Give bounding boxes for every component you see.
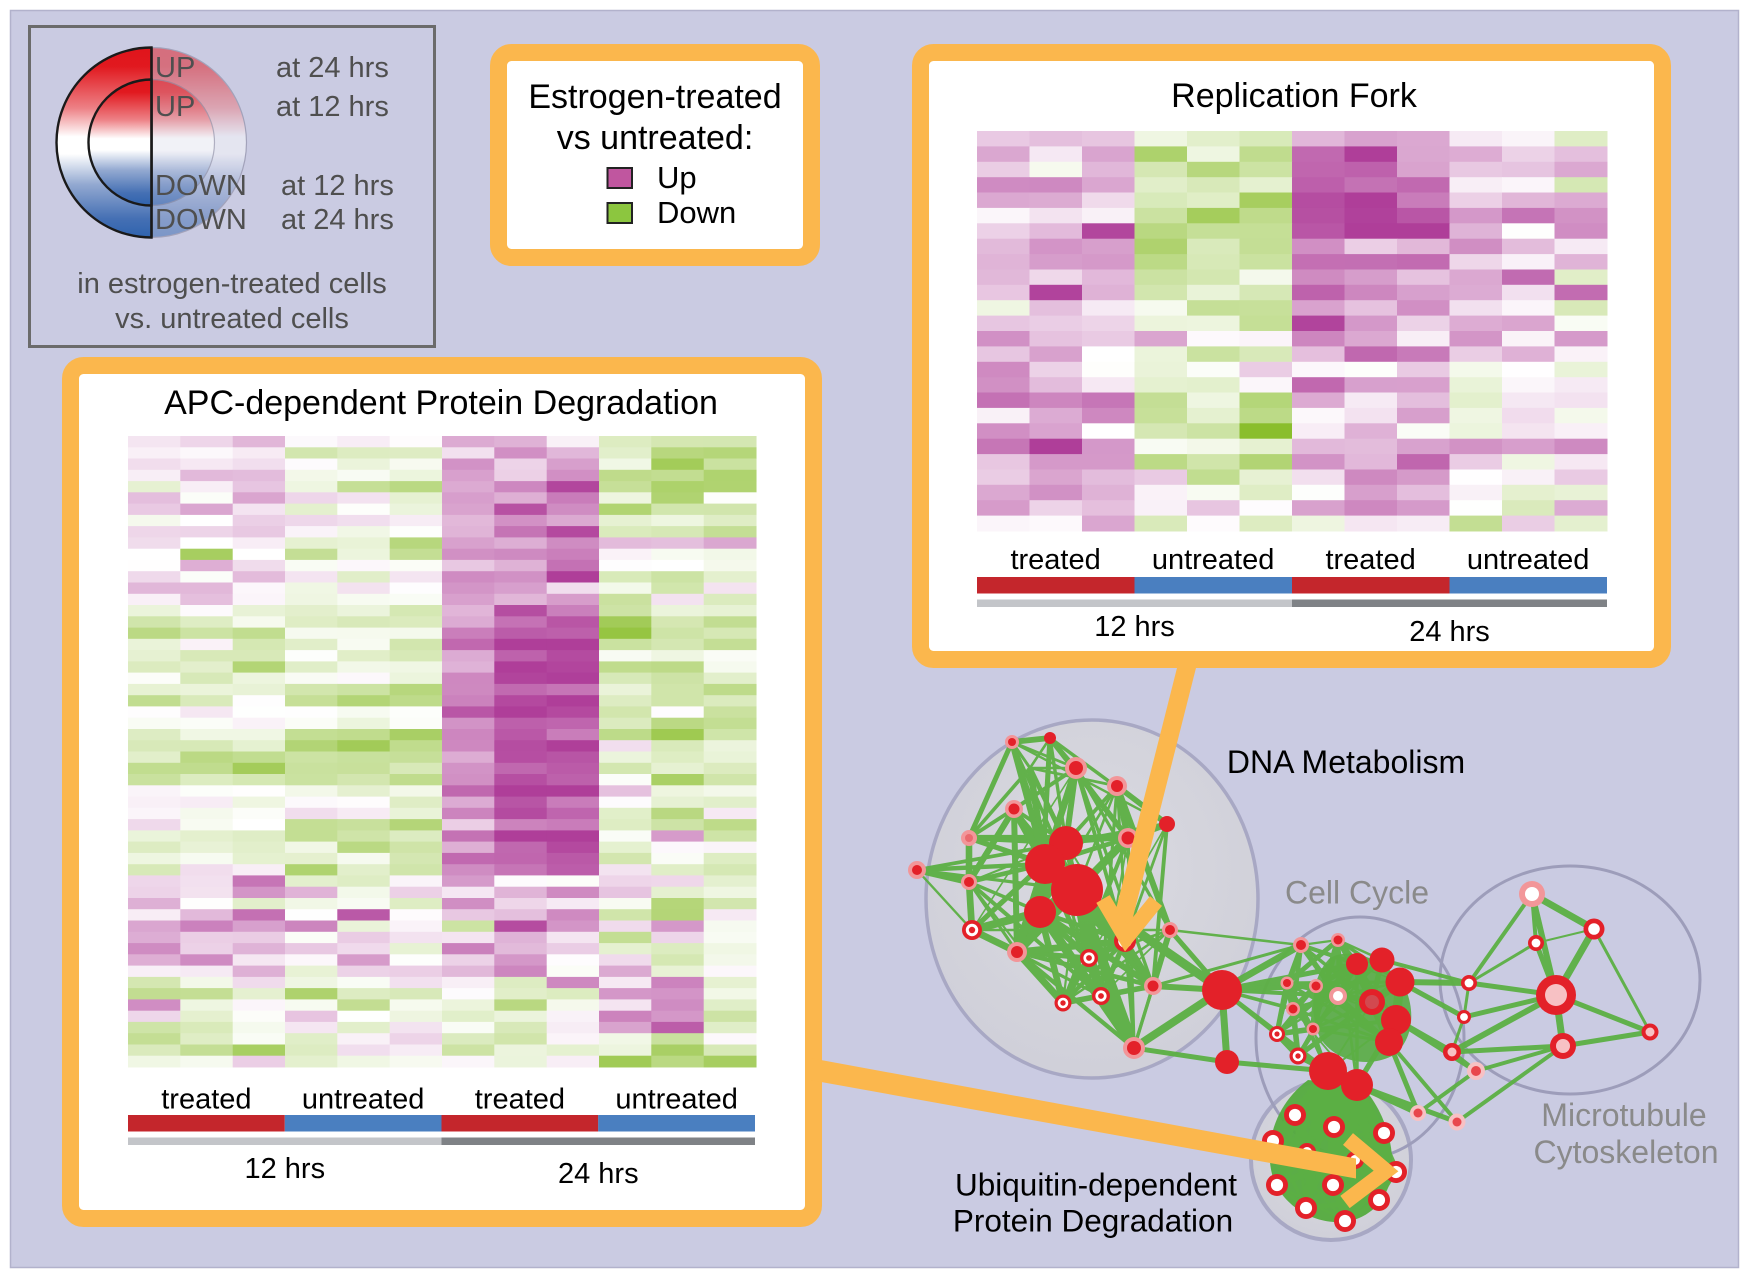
svg-text:Down: Down [657, 195, 736, 230]
svg-text:treated: treated [475, 1084, 565, 1116]
svg-text:treated: treated [1010, 544, 1100, 576]
svg-text:in estrogen-treated cells: in estrogen-treated cells [77, 268, 387, 300]
svg-text:Estrogen-treated: Estrogen-treated [528, 78, 781, 116]
svg-text:Up: Up [657, 160, 697, 195]
svg-text:at 24 hrs: at 24 hrs [281, 204, 394, 236]
svg-text:at 12 hrs: at 12 hrs [281, 170, 394, 202]
svg-text:DNA Metabolism: DNA Metabolism [1227, 744, 1465, 780]
svg-text:at 12 hrs: at 12 hrs [276, 91, 389, 123]
svg-text:DOWN: DOWN [155, 204, 247, 236]
svg-text:treated: treated [161, 1084, 251, 1116]
svg-text:APC-dependent Protein Degradat: APC-dependent Protein Degradation [164, 384, 718, 422]
svg-text:DOWN: DOWN [155, 170, 247, 202]
svg-text:untreated: untreated [1152, 544, 1275, 576]
svg-text:untreated: untreated [1467, 544, 1590, 576]
svg-text:Ubiquitin-dependent: Ubiquitin-dependent [955, 1167, 1237, 1203]
svg-text:Protein Degradation: Protein Degradation [953, 1203, 1233, 1239]
svg-text:Microtubule: Microtubule [1541, 1097, 1706, 1133]
svg-text:24 hrs: 24 hrs [1409, 616, 1490, 648]
svg-text:untreated: untreated [302, 1084, 425, 1116]
svg-text:vs untreated:: vs untreated: [557, 119, 754, 157]
svg-text:treated: treated [1325, 544, 1415, 576]
svg-text:UP: UP [155, 52, 195, 84]
svg-text:Cytoskeleton: Cytoskeleton [1534, 1134, 1719, 1170]
svg-text:at 24 hrs: at 24 hrs [276, 52, 389, 84]
svg-text:Replication Fork: Replication Fork [1171, 77, 1418, 115]
svg-text:Cell Cycle: Cell Cycle [1285, 875, 1429, 911]
svg-text:12 hrs: 12 hrs [244, 1153, 325, 1185]
svg-text:12 hrs: 12 hrs [1094, 611, 1175, 643]
svg-text:untreated: untreated [615, 1084, 738, 1116]
svg-text:vs. untreated cells: vs. untreated cells [115, 303, 349, 335]
svg-text:UP: UP [155, 91, 195, 123]
svg-text:24 hrs: 24 hrs [558, 1158, 639, 1190]
